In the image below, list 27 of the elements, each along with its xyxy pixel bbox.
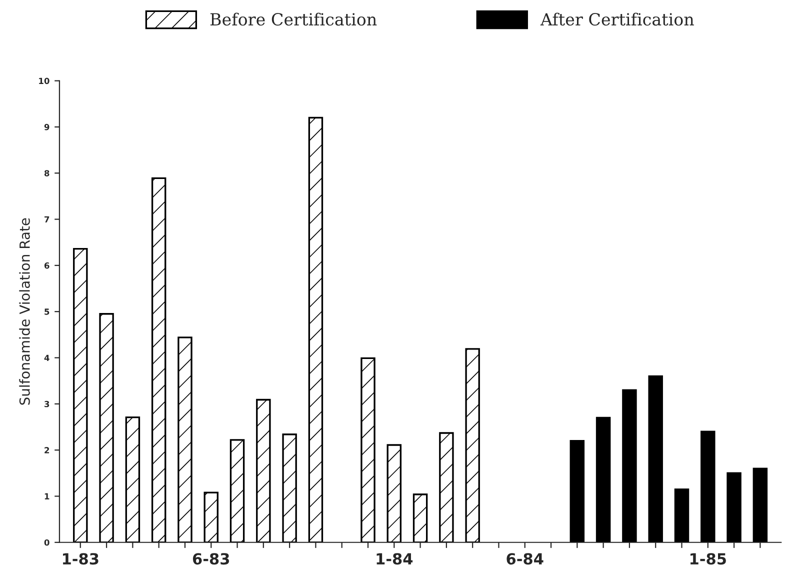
y-tick-label: 3 <box>44 400 50 408</box>
bar <box>700 430 716 542</box>
x-tick-label: 1-85 <box>690 553 726 565</box>
y-tick-label: 6 <box>44 262 50 269</box>
legend-label: Before Certification <box>210 12 377 26</box>
y-tick-label: 9 <box>44 124 50 130</box>
y-tick-label: 7 <box>44 216 50 222</box>
legend-label: After Certification <box>540 12 694 26</box>
bar <box>648 375 663 542</box>
y-tick-label: 2 <box>44 447 50 454</box>
bar <box>752 468 768 542</box>
bar <box>726 472 742 542</box>
bar <box>622 389 637 542</box>
y-tick-label: 5 <box>44 308 50 315</box>
y-axis-title: Sulfonamide Violation Rate <box>19 218 30 405</box>
bar <box>570 440 585 542</box>
y-tick-label: 8 <box>44 170 50 176</box>
y-tick-label: 10 <box>39 78 50 84</box>
x-tick-label: 1-84 <box>376 553 413 565</box>
y-tick-label: 1 <box>44 493 50 500</box>
y-tick-label: 4 <box>44 354 50 361</box>
bar <box>674 488 690 542</box>
bar <box>596 416 611 542</box>
x-tick-label: 6-83 <box>192 553 230 565</box>
x-tick-label: 6-84 <box>506 553 544 565</box>
y-tick-label: 0 <box>44 539 50 546</box>
x-tick-label: 1-83 <box>63 553 98 565</box>
